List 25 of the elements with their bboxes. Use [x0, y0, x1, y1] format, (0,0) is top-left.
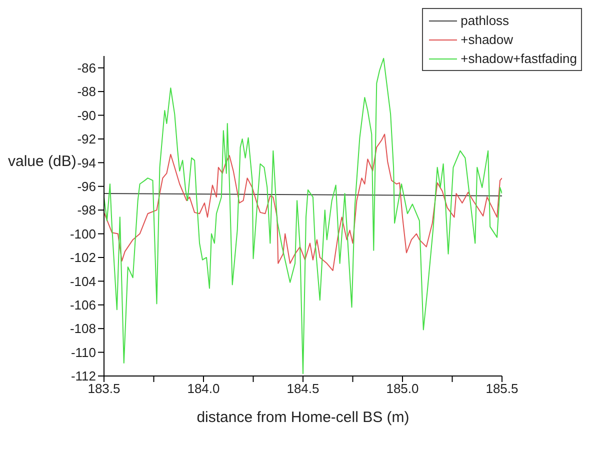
x-tick-label: 184.5 [286, 381, 320, 396]
y-tick-label: -92 [77, 132, 96, 147]
y-tick-label: -110 [70, 344, 96, 360]
legend-label: pathloss [460, 13, 510, 28]
y-tick-label: -104 [70, 274, 96, 289]
y-tick-label: -98 [77, 202, 96, 218]
legend-label: +shadow+fastfading [460, 51, 577, 66]
y-tick-label: -100 [70, 226, 96, 242]
x-tick-label: 185.0 [386, 381, 419, 396]
y-tick-label: -108 [70, 321, 96, 336]
x-tick-label: 183.5 [88, 381, 120, 396]
y-tick-label: -96 [77, 178, 96, 194]
y-tick-label: -102 [70, 250, 96, 266]
x-tick-label: 185.5 [486, 381, 518, 396]
x-tick-label: 184.0 [187, 381, 220, 396]
y-tick-label: -86 [77, 60, 96, 76]
y-tick-label: -106 [70, 298, 96, 313]
y-axis-title: value (dB) [8, 153, 76, 170]
y-tick-label: -94 [77, 155, 96, 170]
y-tick-label: -90 [77, 108, 96, 123]
line-series [104, 134, 502, 272]
y-tick-label: -88 [77, 84, 96, 100]
y-tick-label: -112 [70, 368, 96, 384]
x-axis-title: distance from Home-cell BS (m) [196, 409, 410, 426]
legend-label: +shadow [460, 32, 514, 47]
